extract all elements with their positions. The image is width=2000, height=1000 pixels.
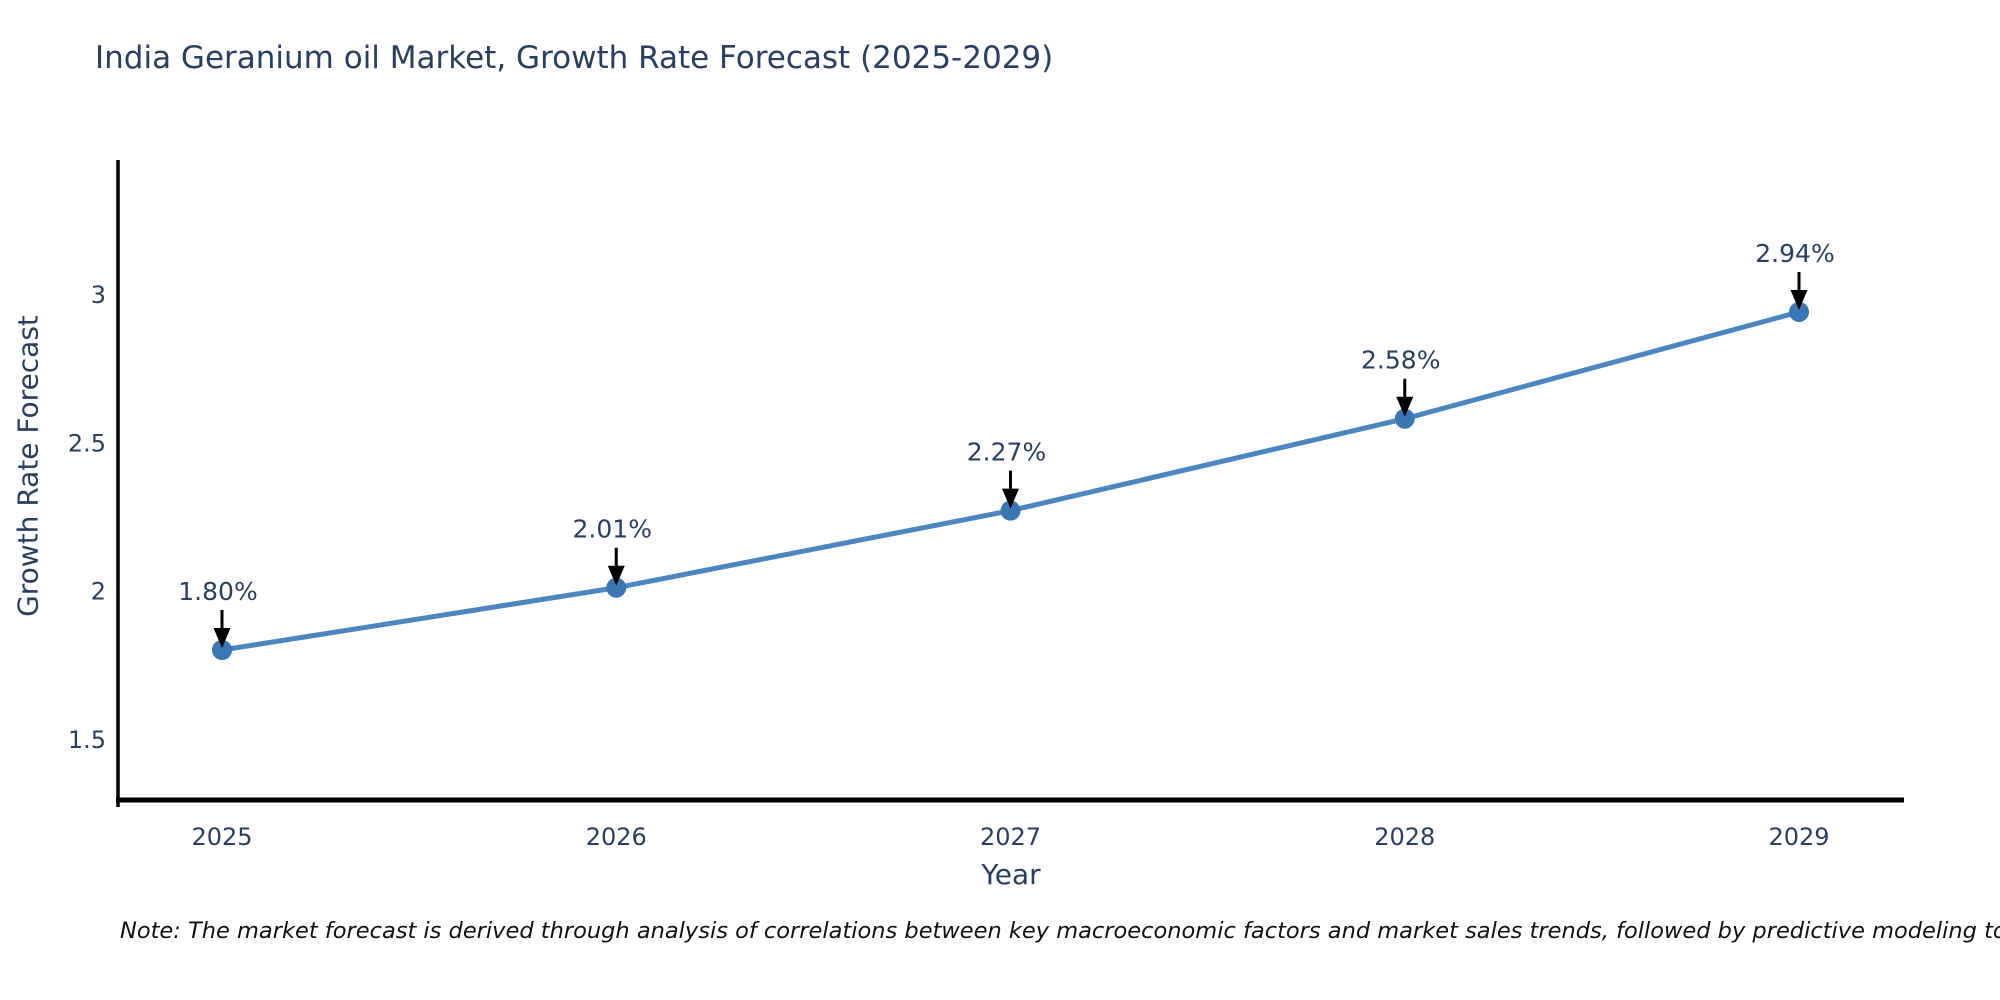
- annotation-arrow-head-2029: [1790, 289, 1808, 310]
- y-tick-label-3: 3: [91, 281, 106, 309]
- y-tick-label-1-5: 1.5: [68, 726, 106, 754]
- x-tick-label-2026: 2026: [586, 823, 647, 851]
- y-tick-label-2: 2: [91, 578, 106, 606]
- data-point-2025: [212, 640, 232, 660]
- annotation-label-2027: 2.27%: [967, 438, 1046, 467]
- chart-title: India Geranium oil Market, Growth Rate F…: [95, 40, 1054, 76]
- data-point-2027: [1000, 500, 1021, 521]
- data-point-2029: [1789, 301, 1809, 322]
- annotation-arrow-head-2025: [213, 628, 231, 648]
- annotation-label-2029: 2.94%: [1755, 239, 1834, 268]
- annotation-label-2028: 2.58%: [1361, 346, 1440, 375]
- x-tick-label-2029: 2029: [1768, 823, 1829, 851]
- y-axis-title: Growth Rate Forecast: [11, 315, 45, 617]
- annotation-arrow-head-2027: [1002, 488, 1019, 509]
- data-point-2026: [606, 577, 627, 598]
- annotation-label-2025: 1.80%: [178, 577, 257, 606]
- x-axis-title: Year: [981, 858, 1041, 891]
- footnote: Note: The market forecast is derived thr…: [120, 918, 2000, 944]
- x-tick-label-2025: 2025: [191, 823, 252, 851]
- x-tick-label-2027: 2027: [980, 823, 1041, 851]
- annotation-arrow-head-2028: [1396, 396, 1414, 417]
- data-point-2028: [1394, 408, 1415, 429]
- annotation-arrow-head-2026: [607, 565, 625, 586]
- annotation-label-2026: 2.01%: [573, 515, 652, 544]
- y-tick-label-2-5: 2.5: [68, 429, 106, 457]
- x-tick-label-2028: 2028: [1374, 823, 1435, 851]
